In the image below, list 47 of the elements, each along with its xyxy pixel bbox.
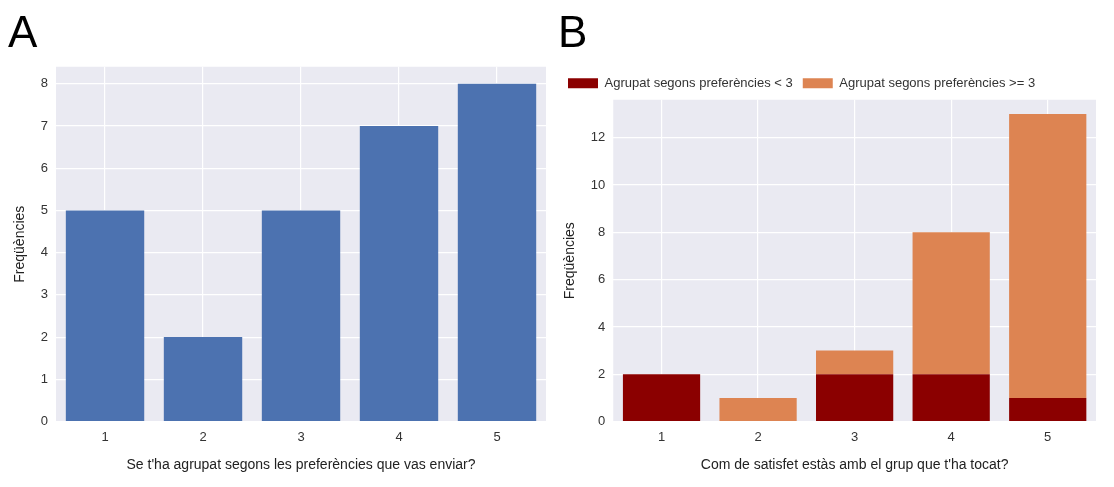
chart-title: A	[8, 6, 38, 56]
x-tick-label: 5	[1044, 428, 1052, 444]
y-tick-label: 4	[598, 318, 606, 334]
x-tick-label: 4	[947, 428, 955, 444]
bar	[622, 374, 701, 421]
y-tick-label: 6	[40, 159, 49, 175]
y-tick-label: 4	[40, 244, 49, 260]
x-tick-label: 3	[297, 428, 305, 444]
bar	[163, 337, 243, 421]
y-tick-label: 0	[598, 413, 606, 429]
y-tick-label: 10	[590, 176, 606, 192]
bar	[816, 374, 894, 421]
bar	[912, 374, 990, 421]
y-tick-label: 7	[40, 117, 49, 133]
y-tick-label: 6	[598, 271, 606, 287]
x-tick-label: 1	[101, 428, 109, 444]
y-tick-label: 1	[40, 370, 49, 386]
bar	[261, 210, 341, 421]
bar	[1009, 114, 1087, 398]
x-tick-label: 5	[493, 428, 501, 444]
y-tick-label: 12	[590, 129, 606, 145]
x-axis-title: Se t'ha agrupat segons les preferències que vas enviar?	[126, 456, 476, 473]
bar	[816, 350, 894, 375]
y-tick-label: 3	[40, 286, 49, 302]
legend-label: Agrupat segons preferències < 3	[604, 74, 793, 90]
y-axis-title: Freqüències	[561, 222, 578, 300]
y-tick-label: 0	[40, 413, 49, 429]
legend-label: Agrupat segons preferències >= 3	[839, 74, 1036, 90]
x-tick-label: 4	[395, 428, 403, 444]
bar	[719, 397, 797, 421]
bar	[457, 83, 537, 421]
bar	[65, 210, 145, 421]
bar	[359, 125, 439, 421]
x-axis-title: Com de satisfet estàs amb el grup que t'ha tocat?	[700, 456, 1009, 473]
y-tick-label: 5	[40, 201, 49, 217]
bar	[1009, 397, 1087, 421]
y-tick-label: 2	[40, 328, 49, 344]
x-tick-label: 2	[199, 428, 207, 444]
y-tick-label: 8	[40, 75, 49, 91]
y-tick-label: 8	[598, 223, 606, 239]
x-tick-label: 3	[851, 428, 859, 444]
bar	[912, 232, 990, 375]
x-tick-label: 2	[754, 428, 762, 444]
y-axis-title: Freqüències	[11, 205, 28, 283]
y-tick-label: 2	[598, 365, 606, 381]
chart-title: B	[558, 6, 588, 56]
x-tick-label: 1	[657, 428, 666, 444]
